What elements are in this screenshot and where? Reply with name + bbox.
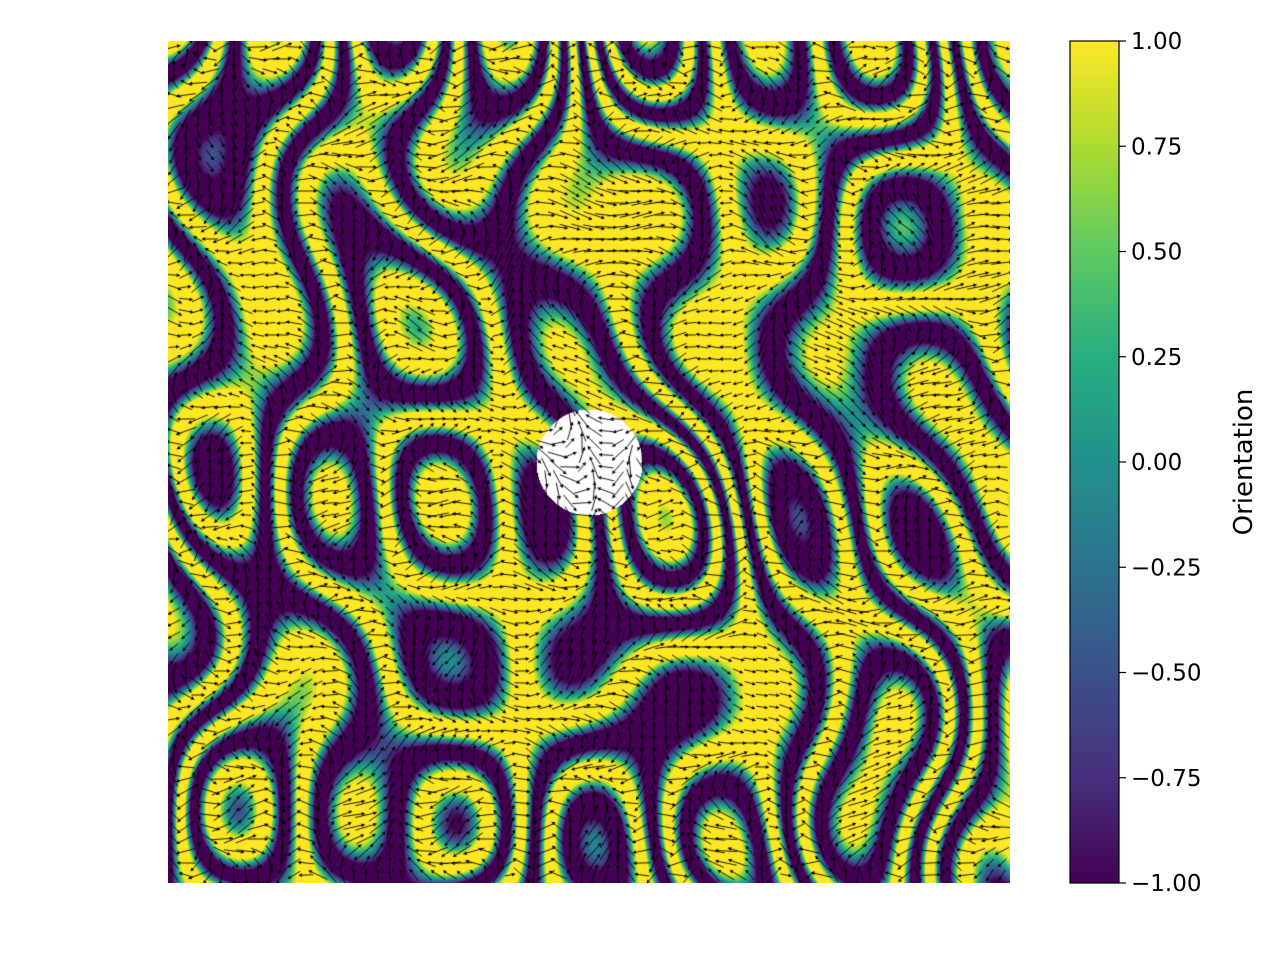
- colorbar-tick-label: 0.25: [1131, 345, 1182, 371]
- colorbar-ticks: 1.00 0.75 0.50 0.25 0.00 −0.25 −0.50 −0.75 −1.00: [1119, 29, 1201, 897]
- colorbar-tick-label: −0.25: [1131, 555, 1201, 581]
- colorbar-tick-label: −1.00: [1131, 871, 1201, 897]
- colorbar-tick-label: 1.00: [1131, 29, 1182, 55]
- colorbar-tick-label: 0.00: [1131, 450, 1182, 476]
- colorbar-gradient: [1069, 40, 1120, 884]
- colorbar-tick-label: −0.75: [1131, 766, 1201, 792]
- colorbar-tick-label: 0.50: [1131, 240, 1182, 266]
- colorbar-label: Orientation: [1229, 389, 1259, 536]
- colorbar-tick-label: −0.50: [1131, 661, 1201, 687]
- colorbar: 1.00 0.75 0.50 0.25 0.00 −0.25 −0.50 −0.75 −1.00…: [1069, 29, 1259, 897]
- orientation-field-heatmap: [168, 41, 1010, 883]
- colorbar-tick-label: 0.75: [1131, 134, 1182, 160]
